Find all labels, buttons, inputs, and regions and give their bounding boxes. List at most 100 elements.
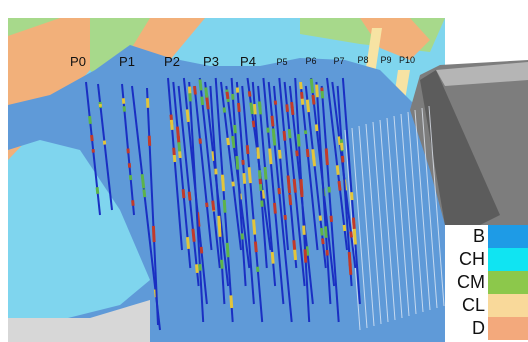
drill-hole-segment <box>295 150 299 157</box>
drill-hole-segment <box>287 128 292 139</box>
profile-labels: P0 P1 P2 P3 P4 P5 P6 P7 P8 P9 P10 <box>70 54 415 69</box>
drill-hole-segment <box>277 187 281 195</box>
drill-hole-segment <box>270 115 275 127</box>
drill-hole-segment <box>299 81 303 90</box>
drill-hole-segment <box>242 173 247 184</box>
legend-label: CM <box>457 272 485 292</box>
drill-hole-segment <box>142 189 147 198</box>
drill-hole-segment <box>335 165 340 175</box>
drill-hole-line <box>241 85 264 323</box>
drill-hole-line <box>278 77 298 269</box>
legend-swatch <box>488 271 528 294</box>
legend-swatch <box>488 225 528 248</box>
drill-hole-segment <box>260 189 266 199</box>
drill-hole-segment <box>257 101 263 115</box>
drill-hole-segment <box>222 107 227 113</box>
drill-hole-segment <box>324 226 328 238</box>
drill-hole-segment <box>288 194 293 206</box>
drill-hole-segment <box>258 183 263 191</box>
drill-hole-segment <box>247 167 252 184</box>
drill-hole-segment <box>340 142 344 151</box>
drill-hole-segment <box>352 230 357 245</box>
drill-hole-line <box>320 85 340 323</box>
drill-hole-segment <box>131 200 135 206</box>
drill-hole-segment <box>172 154 177 163</box>
drill-hole-line <box>188 81 205 323</box>
legend-label: CH <box>459 249 485 269</box>
drill-hole-segment <box>140 174 146 189</box>
profile-label-p8: P8 <box>357 55 368 65</box>
drill-hole-segment <box>314 124 319 132</box>
drill-hole-segment <box>177 142 182 152</box>
dam-light-face <box>436 62 528 86</box>
drill-hole-segment <box>282 130 287 141</box>
drill-hole-segment <box>175 126 181 140</box>
profile-label-p1: P1 <box>119 54 135 69</box>
profile-label-p9: P9 <box>380 55 391 65</box>
drill-hole-segment <box>292 178 297 193</box>
drill-hole-segment <box>293 247 298 261</box>
drill-hole-segment <box>222 199 227 213</box>
drill-hole-segment <box>231 135 236 149</box>
drill-hole-segment <box>270 251 275 264</box>
drill-hole-segment <box>252 103 257 115</box>
drill-hole-segment <box>251 120 256 128</box>
drill-hole-line <box>198 77 221 269</box>
drill-hole-segment <box>172 147 176 156</box>
drill-hole-segment <box>320 90 325 99</box>
drill-hole-segment <box>204 87 209 98</box>
legend-entry-cl: CL <box>447 294 528 317</box>
drill-hole-segment <box>348 263 353 275</box>
drill-hole-segment <box>185 109 190 123</box>
drill-hole-segment <box>351 217 356 230</box>
drill-hole-segment <box>90 134 94 142</box>
drill-hole-segment <box>302 225 306 235</box>
drill-hole-segment <box>321 238 325 245</box>
drill-hole-line <box>131 85 161 331</box>
drill-hole-line <box>235 81 255 305</box>
drill-hole-segment <box>229 295 234 309</box>
drill-hole-segment <box>253 241 258 253</box>
drill-hole-segment <box>247 91 252 97</box>
drill-hole-line <box>326 77 348 251</box>
drill-hole-segment <box>257 170 262 180</box>
drill-hole-segment <box>337 180 342 191</box>
drill-hole-segment <box>300 91 304 99</box>
legend-label: D <box>472 318 485 338</box>
drill-hole-segment <box>235 155 240 170</box>
drill-hole-segment <box>296 134 301 147</box>
drill-hole-segment <box>226 137 230 146</box>
profile-label-p10: P10 <box>399 55 415 65</box>
legend-swatch <box>488 317 528 340</box>
drill-hole-segment <box>263 166 268 180</box>
drill-hole-line <box>172 81 192 269</box>
drill-hole-segment <box>311 94 316 105</box>
drill-hole-segment <box>349 192 354 201</box>
drill-hole-segment <box>225 91 230 100</box>
drill-hole-segment <box>342 224 347 232</box>
dam-face <box>420 70 500 225</box>
drill-holes <box>85 77 361 331</box>
drill-hole-segment <box>231 181 235 187</box>
drill-hole-segment <box>319 227 324 236</box>
drill-hole-segment <box>191 228 196 242</box>
drill-hole-segment <box>193 85 197 95</box>
profile-label-p2: P2 <box>164 54 180 69</box>
drill-hole-segment <box>300 97 305 105</box>
drill-hole-segment <box>220 175 226 192</box>
drill-hole-segment <box>305 246 310 256</box>
drill-hole-segment <box>169 119 174 131</box>
drill-hole-segment <box>95 187 100 194</box>
drill-hole-segment <box>198 79 203 91</box>
drill-hole-line <box>177 85 200 287</box>
legend-label: B <box>472 226 485 246</box>
drill-hole-segment <box>271 128 276 141</box>
drill-hole-segment <box>181 189 186 199</box>
drill-hole-segment <box>287 185 292 194</box>
legend-swatch <box>488 248 528 271</box>
bottom-gray-area <box>8 300 150 342</box>
drill-hole-segment <box>272 202 277 214</box>
legend-label: CL <box>461 295 485 315</box>
